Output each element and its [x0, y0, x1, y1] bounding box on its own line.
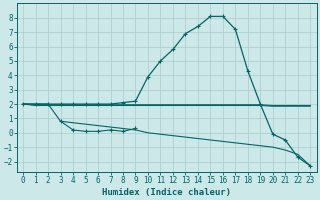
X-axis label: Humidex (Indice chaleur): Humidex (Indice chaleur) — [102, 188, 231, 197]
